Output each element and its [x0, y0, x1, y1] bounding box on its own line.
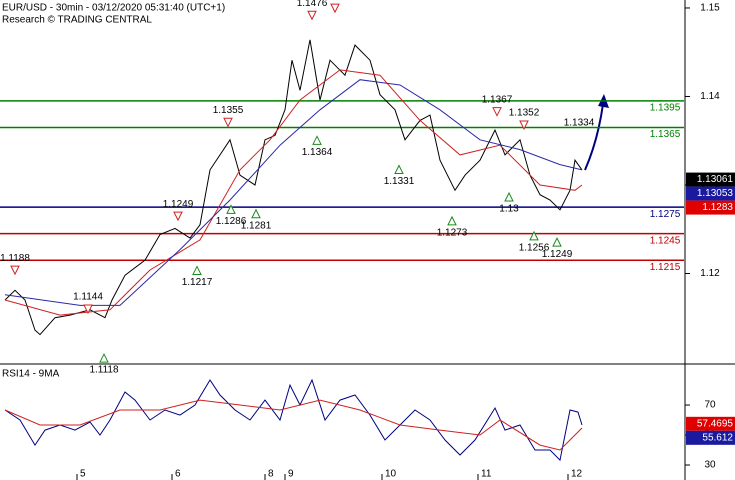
level-label: 1.1395 — [650, 103, 681, 114]
signal-label: 1.1364 — [302, 147, 333, 158]
signal-triangle — [552, 237, 562, 247]
signal-triangle — [251, 208, 261, 219]
last-value-chip — [686, 416, 735, 431]
level-label: 1.1245 — [650, 235, 681, 246]
x-tick-label: 9 — [288, 469, 294, 480]
signal-label: 1.1188 — [0, 253, 30, 264]
signal-label: 1.1476 — [297, 0, 328, 9]
signal-triangle — [519, 120, 529, 131]
level-label: 1.1275 — [650, 209, 681, 220]
signal-label: 1.1144 — [73, 292, 103, 303]
last-value-chip — [686, 200, 735, 215]
level-label: 1.1215 — [650, 262, 681, 273]
y-tick-label: 1.12 — [700, 268, 720, 279]
x-tick-label: 6 — [175, 469, 181, 480]
signal-triangle — [312, 135, 322, 145]
signal-label: 1.13 — [499, 204, 519, 215]
x-tick-label: 10 — [385, 469, 397, 480]
series-line — [4, 79, 583, 306]
signal-label: 1.1367 — [482, 94, 513, 105]
signal-label: 1.1334 — [564, 118, 595, 129]
series-line — [4, 378, 583, 462]
signal-triangle — [173, 211, 183, 222]
last-value-label: 55.612 — [702, 432, 733, 443]
signal-label: 1.1281 — [241, 220, 272, 231]
last-value-label: 1.1283 — [702, 202, 733, 213]
signal-label: 1.1249 — [542, 249, 573, 260]
arrow-shaft — [584, 103, 604, 171]
signal-label: 1.1331 — [384, 176, 415, 187]
signal-triangle — [394, 164, 404, 175]
signal-label: 1.1286 — [216, 216, 247, 227]
y-tick-label: 1.15 — [700, 3, 720, 14]
last-value-label: 1.13061 — [697, 174, 734, 185]
series-line — [4, 69, 583, 316]
y-tick-label: 30 — [704, 460, 716, 471]
last-value-chip — [686, 186, 735, 201]
chart-title: EUR/USD - 30min - 03/12/2020 05:31:40 (U… — [2, 3, 225, 14]
signal-label: 1.1249 — [163, 199, 194, 210]
signal-label: 1.1256 — [519, 243, 550, 254]
last-value-chip — [686, 430, 735, 445]
last-value-chip — [686, 172, 735, 187]
signal-triangle — [330, 3, 340, 14]
y-tick-label: 70 — [704, 400, 716, 411]
signal-triangle — [99, 352, 109, 363]
signal-label: 1.1118 — [89, 365, 119, 376]
last-value-label: 1.13053 — [697, 188, 734, 199]
x-tick-label: 12 — [571, 469, 583, 480]
signal-triangle — [223, 117, 233, 128]
signal-label: 1.1484 — [320, 0, 351, 2]
signal-triangle — [307, 10, 317, 21]
signal-label: 1.1355 — [213, 105, 244, 116]
signal-triangle — [10, 265, 20, 276]
signal-triangle — [83, 304, 93, 315]
level-label: 1.1365 — [650, 129, 681, 140]
chart-subtitle: Research © TRADING CENTRAL — [2, 15, 152, 26]
rsi-title: RSI14 - 9MA — [2, 369, 60, 380]
x-tick-label: 11 — [481, 469, 492, 480]
signal-label: 1.1352 — [509, 108, 540, 119]
signal-triangle — [504, 191, 514, 202]
signal-label: 1.1273 — [437, 228, 468, 239]
signal-triangle — [492, 107, 502, 117]
last-value-label: 57.4695 — [697, 418, 734, 429]
x-tick-label: 8 — [268, 469, 274, 480]
y-tick-label: 1.14 — [700, 91, 720, 102]
signal-triangle — [226, 204, 236, 214]
x-tick-label: 5 — [80, 469, 86, 480]
signal-triangle — [447, 215, 457, 226]
signal-triangle — [192, 265, 202, 275]
signal-triangle — [529, 230, 539, 241]
signal-label: 1.1217 — [182, 277, 213, 288]
series-line — [4, 399, 583, 451]
